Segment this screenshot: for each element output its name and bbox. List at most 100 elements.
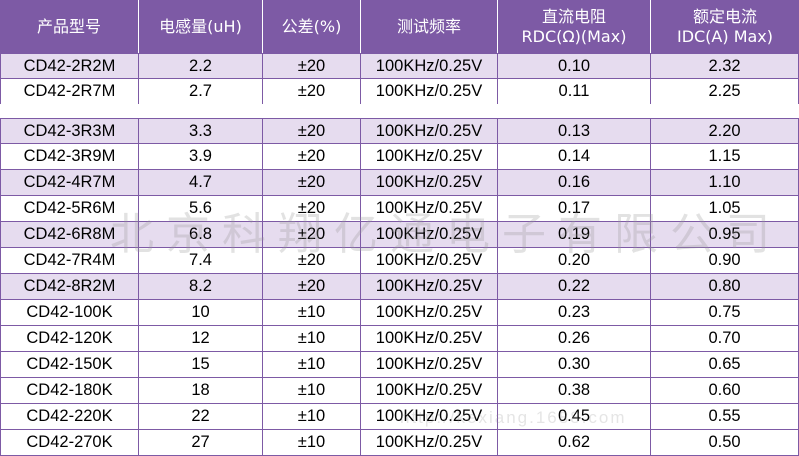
table-gap: [0, 104, 799, 118]
cell-rdc: 0.23: [498, 300, 651, 326]
cell-freq: 100KHz/0.25V: [361, 170, 498, 196]
cell-model: CD42-120K: [0, 326, 139, 352]
header-model-label: 产品型号: [36, 16, 101, 36]
cell-inductance: 27: [139, 430, 263, 456]
cell-rdc: 0.45: [498, 404, 651, 430]
cell-rdc: 0.11: [498, 79, 651, 105]
cell-inductance: 22: [139, 404, 263, 430]
cell-model: CD42-6R8M: [0, 222, 139, 248]
cell-tolerance: ±10: [263, 352, 361, 378]
header-tolerance: 公差(%): [263, 0, 361, 53]
header-dcr-line2: RDC(Ω)(Max): [521, 26, 627, 46]
header-test-frequency-label: 测试频率: [396, 16, 461, 36]
cell-model: CD42-2R2M: [0, 53, 139, 79]
cell-idc: 0.50: [651, 430, 799, 456]
table-row: CD42-8R2M 8.2 ±20 100KHz/0.25V 0.22 0.80: [0, 274, 799, 300]
header-inductance-label: 电感量(uH): [159, 16, 242, 36]
cell-model: CD42-3R9M: [0, 144, 139, 170]
cell-tolerance: ±10: [263, 404, 361, 430]
cell-inductance: 18: [139, 378, 263, 404]
cell-freq: 100KHz/0.25V: [361, 144, 498, 170]
cell-rdc: 0.14: [498, 144, 651, 170]
cell-tolerance: ±20: [263, 79, 361, 105]
cell-idc: 1.10: [651, 170, 799, 196]
table-row: CD42-120K 12 ±10 100KHz/0.25V 0.26 0.70: [0, 326, 799, 352]
cell-freq: 100KHz/0.25V: [361, 274, 498, 300]
cell-model: CD42-8R2M: [0, 274, 139, 300]
cell-model: CD42-3R3M: [0, 118, 139, 144]
cell-freq: 100KHz/0.25V: [361, 378, 498, 404]
cell-freq: 100KHz/0.25V: [361, 430, 498, 456]
table-row: CD42-220K 22 ±10 100KHz/0.25V 0.45 0.55: [0, 404, 799, 430]
cell-freq: 100KHz/0.25V: [361, 404, 498, 430]
cell-inductance: 2.7: [139, 79, 263, 105]
cell-inductance: 8.2: [139, 274, 263, 300]
table-row: CD42-2R7M 2.7 ±20 100KHz/0.25V 0.11 2.25: [0, 79, 799, 105]
cell-idc: 2.32: [651, 53, 799, 79]
cell-inductance: 12: [139, 326, 263, 352]
cell-tolerance: ±10: [263, 300, 361, 326]
cell-model: CD42-5R6M: [0, 196, 139, 222]
cell-rdc: 0.26: [498, 326, 651, 352]
table-row: CD42-150K 15 ±10 100KHz/0.25V 0.30 0.65: [0, 352, 799, 378]
cell-inductance: 5.6: [139, 196, 263, 222]
cell-tolerance: ±10: [263, 326, 361, 352]
table-row: CD42-180K 18 ±10 100KHz/0.25V 0.38 0.60: [0, 378, 799, 404]
cell-idc: 0.75: [651, 300, 799, 326]
header-inductance: 电感量(uH): [139, 0, 263, 53]
cell-model: CD42-150K: [0, 352, 139, 378]
cell-inductance: 7.4: [139, 248, 263, 274]
table-row: CD42-6R8M 6.8 ±20 100KHz/0.25V 0.19 0.95: [0, 222, 799, 248]
header-dcr-line1: 直流电阻: [541, 6, 606, 26]
cell-model: CD42-4R7M: [0, 170, 139, 196]
cell-rdc: 0.22: [498, 274, 651, 300]
cell-inductance: 15: [139, 352, 263, 378]
header-idc-line2: IDC(A) Max): [676, 26, 774, 46]
cell-freq: 100KHz/0.25V: [361, 326, 498, 352]
cell-idc: 0.95: [651, 222, 799, 248]
cell-freq: 100KHz/0.25V: [361, 79, 498, 105]
cell-tolerance: ±20: [263, 170, 361, 196]
header-idc: 额定电流 IDC(A) Max): [651, 0, 799, 53]
table-row: CD42-4R7M 4.7 ±20 100KHz/0.25V 0.16 1.10: [0, 170, 799, 196]
cell-model: CD42-270K: [0, 430, 139, 456]
cell-tolerance: ±20: [263, 274, 361, 300]
cell-tolerance: ±20: [263, 248, 361, 274]
header-idc-line1: 额定电流: [692, 6, 757, 26]
table-row: CD42-2R2M 2.2 ±20 100KHz/0.25V 0.10 2.32: [0, 53, 799, 79]
cell-inductance: 10: [139, 300, 263, 326]
cell-model: CD42-220K: [0, 404, 139, 430]
cell-idc: 0.90: [651, 248, 799, 274]
cell-rdc: 0.17: [498, 196, 651, 222]
header-tolerance-label: 公差(%): [281, 16, 342, 36]
cell-model: CD42-7R4M: [0, 248, 139, 274]
table-row: CD42-270K 27 ±10 100KHz/0.25V 0.62 0.50: [0, 430, 799, 456]
cell-tolerance: ±20: [263, 118, 361, 144]
cell-tolerance: ±20: [263, 144, 361, 170]
header-dcr: 直流电阻 RDC(Ω)(Max): [498, 0, 651, 53]
cell-inductance: 4.7: [139, 170, 263, 196]
cell-tolerance: ±20: [263, 222, 361, 248]
cell-rdc: 0.10: [498, 53, 651, 79]
cell-idc: 1.15: [651, 144, 799, 170]
cell-rdc: 0.16: [498, 170, 651, 196]
cell-model: CD42-2R7M: [0, 79, 139, 105]
cell-idc: 0.70: [651, 326, 799, 352]
cell-rdc: 0.30: [498, 352, 651, 378]
header-model: 产品型号: [0, 0, 139, 53]
cell-inductance: 6.8: [139, 222, 263, 248]
header-test-frequency: 测试频率: [361, 0, 498, 53]
cell-freq: 100KHz/0.25V: [361, 352, 498, 378]
cell-inductance: 3.3: [139, 118, 263, 144]
cell-freq: 100KHz/0.25V: [361, 300, 498, 326]
table-row: CD42-3R3M 3.3 ±20 100KHz/0.25V 0.13 2.20: [0, 118, 799, 144]
cell-freq: 100KHz/0.25V: [361, 248, 498, 274]
cell-inductance: 3.9: [139, 144, 263, 170]
cell-rdc: 0.62: [498, 430, 651, 456]
cell-idc: 0.55: [651, 404, 799, 430]
cell-inductance: 2.2: [139, 53, 263, 79]
cell-idc: 2.20: [651, 118, 799, 144]
cell-freq: 100KHz/0.25V: [361, 222, 498, 248]
table-row: CD42-3R9M 3.9 ±20 100KHz/0.25V 0.14 1.15: [0, 144, 799, 170]
